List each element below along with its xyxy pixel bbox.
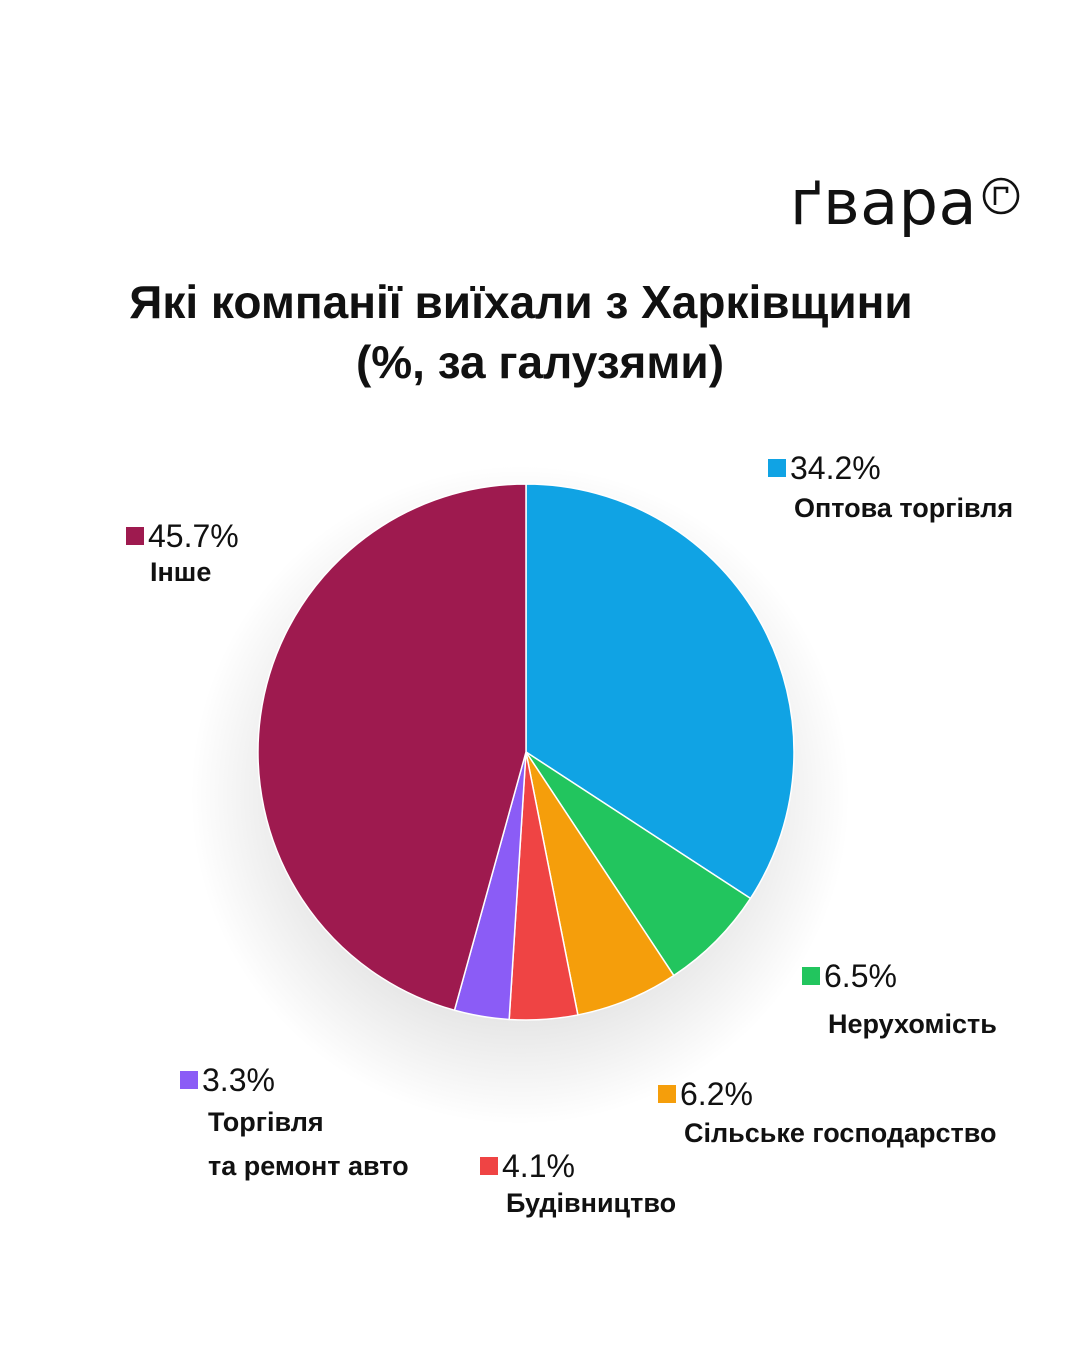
label-realestate-pct: 6.5%	[824, 958, 897, 994]
label-wholesale-pct: 34.2%	[790, 450, 881, 486]
label-agriculture: 6.2% Сільське господарство	[658, 1076, 997, 1155]
label-construction-pct: 4.1%	[502, 1148, 575, 1184]
label-auto-trade: 3.3% Торгівля та ремонт авто	[180, 1062, 409, 1188]
label-wholesale: 34.2% Оптова торгівля	[768, 450, 1013, 530]
label-other: 45.7% Інше	[126, 518, 239, 590]
label-other-pct: 45.7%	[148, 518, 239, 554]
chart-title: Які компанії виїхали з Харківщини (%, за…	[40, 272, 1040, 392]
label-other-name: Інше	[150, 557, 212, 587]
label-auto-trade-pct: 3.3%	[202, 1062, 275, 1098]
circled-g-icon	[982, 177, 1020, 215]
label-auto-trade-name-line2: та ремонт авто	[208, 1151, 409, 1181]
label-construction: 4.1% Будівництво	[480, 1148, 676, 1222]
pie-slice-realestate	[525, 751, 752, 977]
legend-swatch-construction	[480, 1157, 498, 1175]
label-realestate: 6.5% Нерухомість	[802, 958, 997, 1046]
pie-slice-other	[257, 483, 527, 1012]
label-agriculture-name: Сільське господарство	[684, 1118, 997, 1148]
legend-swatch-auto-trade	[180, 1071, 198, 1089]
chart-title-line1: Які компанії виїхали з Харківщини	[129, 276, 913, 328]
label-construction-name: Будівництво	[506, 1188, 677, 1218]
label-wholesale-name: Оптова торгівля	[794, 493, 1014, 523]
label-realestate-name: Нерухомість	[828, 1009, 997, 1039]
label-auto-trade-name-line1: Торгівля	[208, 1107, 324, 1137]
brand-logo: ґвара	[790, 168, 1021, 238]
label-agriculture-pct: 6.2%	[680, 1076, 753, 1112]
legend-swatch-other	[126, 527, 144, 545]
legend-swatch-agriculture	[658, 1085, 676, 1103]
chart-title-line2: (%, за галузями)	[355, 336, 725, 388]
legend-swatch-wholesale	[768, 459, 786, 477]
legend-swatch-realestate	[802, 967, 820, 985]
brand-logo-text: ґвара	[790, 166, 977, 239]
